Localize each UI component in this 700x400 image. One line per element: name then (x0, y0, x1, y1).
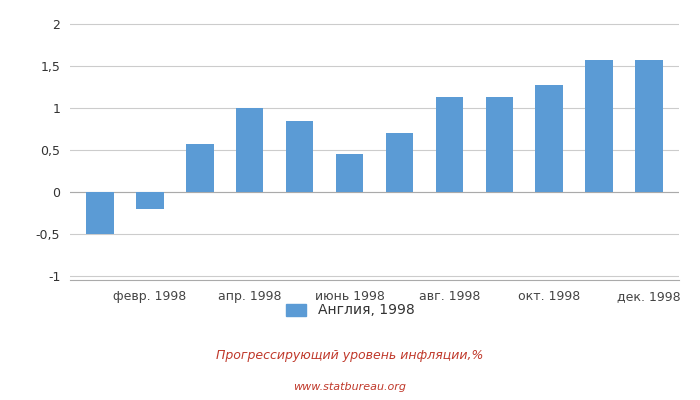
Legend: Англия, 1998: Англия, 1998 (280, 298, 420, 323)
Bar (486, 97, 513, 192)
Bar (636, 60, 663, 192)
Bar (536, 86, 563, 192)
Bar (336, 154, 363, 192)
Text: Прогрессирующий уровень инфляции,%: Прогрессирующий уровень инфляции,% (216, 349, 484, 362)
Bar (286, 121, 314, 192)
Bar (136, 192, 164, 209)
Bar (236, 108, 263, 192)
Bar (435, 97, 463, 192)
Bar (585, 60, 613, 192)
Bar (386, 133, 413, 192)
Text: www.statbureau.org: www.statbureau.org (293, 382, 407, 392)
Bar (186, 144, 214, 192)
Bar (86, 192, 113, 234)
